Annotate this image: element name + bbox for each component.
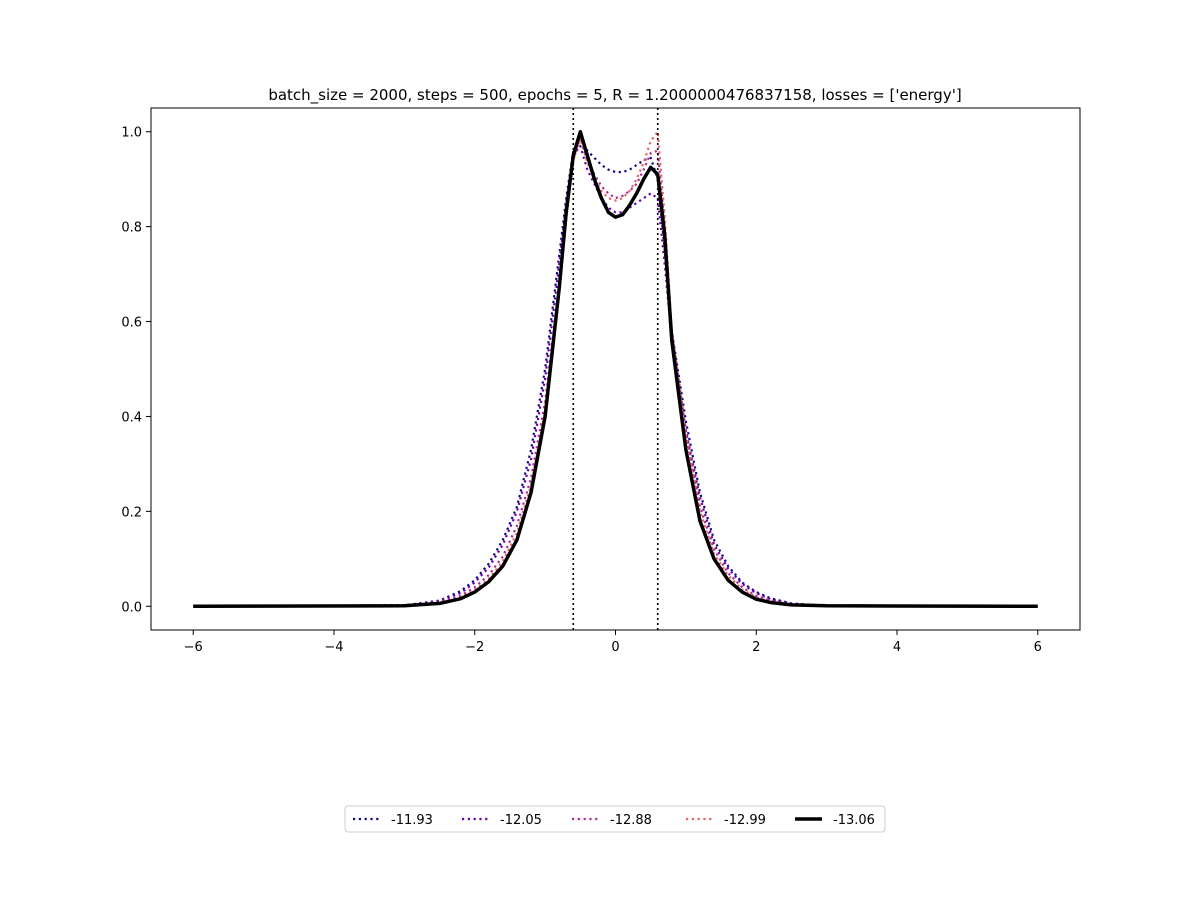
legend-label-0: -11.93: [391, 813, 433, 828]
y-tick-label-3: 0.6: [121, 316, 142, 331]
x-tick-label-1: −4: [324, 640, 343, 655]
series-line-0: [193, 137, 1038, 608]
x-tick-label-0: −6: [184, 640, 203, 655]
x-tick-label-6: 6: [1034, 640, 1042, 655]
legend: -11.93 -12.05 -12.88 -12.99 -13.06: [344, 805, 886, 833]
x-tick-label-5: 4: [893, 640, 901, 655]
legend-box: [344, 805, 886, 833]
y-tick-label-2: 0.4: [121, 410, 142, 425]
chart-title: batch_size = 2000, steps = 500, epochs =…: [268, 86, 961, 105]
y-tick-label-1: 0.2: [121, 505, 142, 520]
x-tick-label-3: 0: [611, 640, 619, 655]
y-tick-label-0: 0.0: [121, 600, 142, 615]
legend-label-2: -12.88: [610, 813, 652, 828]
series-line-3: [193, 130, 1038, 608]
legend-label-4: -13.06: [833, 813, 875, 828]
x-tick-label-2: −2: [465, 640, 484, 655]
series-line-4: [193, 129, 1038, 609]
axes: −6 −4 −2 0 2 4 6 0.0 0.2 0.4 0.6 0.8 1.0: [121, 107, 1081, 655]
series-line-1: [193, 144, 1038, 608]
x-tick-label-4: 2: [752, 640, 760, 655]
plot-area: [193, 108, 1038, 630]
legend-label-3: -12.99: [724, 813, 766, 828]
y-tick-label-4: 0.8: [121, 221, 142, 236]
y-tick-label-5: 1.0: [121, 126, 142, 141]
legend-label-1: -12.05: [500, 813, 542, 828]
